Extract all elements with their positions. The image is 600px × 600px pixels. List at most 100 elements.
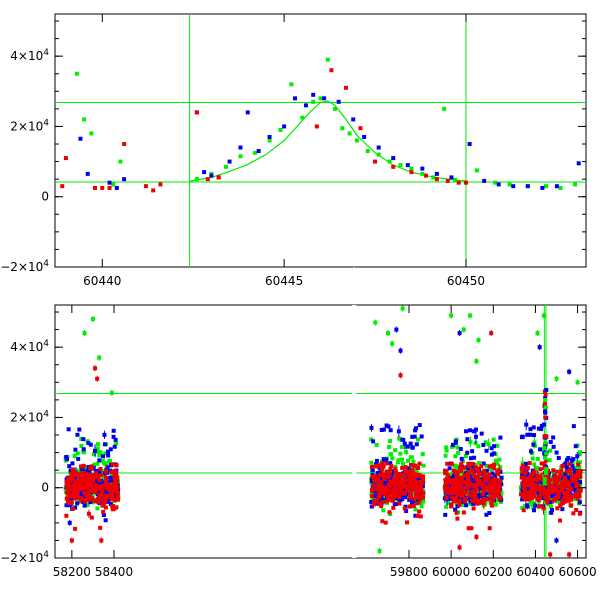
data-point-green [413, 507, 418, 512]
data-point-red [104, 475, 109, 480]
data-point-blue [209, 173, 214, 178]
data-point-blue [572, 488, 577, 493]
y-tick-label: 0 [41, 481, 49, 495]
data-point-red [467, 493, 472, 498]
data-point-blue [369, 425, 374, 430]
data-point-blue [470, 486, 475, 491]
data-point-blue [448, 484, 453, 489]
data-point-blue [496, 182, 501, 187]
data-point-green [373, 320, 378, 325]
data-point-red [570, 476, 575, 481]
data-point-red [392, 484, 397, 489]
data-point-red [70, 506, 75, 511]
data-point-green [97, 355, 102, 360]
data-point-blue [499, 475, 504, 480]
data-point-blue [543, 409, 548, 414]
data-point-blue [577, 500, 582, 505]
data-point-red [114, 481, 119, 486]
data-point-red [410, 487, 415, 492]
data-point-green [477, 461, 482, 466]
data-point-red [558, 472, 563, 477]
data-point-blue [575, 454, 580, 459]
data-point-green [577, 465, 582, 470]
data-point-blue [570, 464, 575, 469]
data-point-blue [108, 502, 113, 507]
data-point-blue [202, 170, 207, 175]
data-point-red [115, 492, 120, 497]
data-point-red [562, 478, 567, 483]
data-point-red [446, 477, 451, 482]
data-point-red [107, 185, 112, 190]
data-point-blue [519, 435, 524, 440]
data-point-red [474, 487, 479, 492]
data-point-green [81, 449, 86, 454]
data-point-green [468, 501, 473, 506]
data-point-red [412, 464, 417, 469]
data-point-red [72, 493, 77, 498]
data-point-red [419, 487, 424, 492]
data-point-blue [453, 507, 458, 512]
data-point-blue [490, 471, 495, 476]
data-point-red [489, 494, 494, 499]
data-point-green [532, 440, 537, 445]
data-point-blue [412, 434, 417, 439]
data-point-red [407, 475, 412, 480]
x-tick-label: 60445 [265, 274, 303, 288]
data-point-blue [101, 513, 106, 518]
data-point-blue [551, 444, 556, 449]
data-point-green [376, 152, 381, 157]
data-point-green [570, 461, 575, 466]
data-point-blue [111, 434, 116, 439]
data-point-blue [381, 427, 386, 432]
data-point-red [106, 486, 111, 491]
data-point-blue [114, 185, 119, 190]
data-point-blue [465, 437, 470, 442]
data-point-green [523, 504, 528, 509]
data-point-green [381, 508, 386, 513]
data-point-red [71, 469, 76, 474]
data-point-green [443, 493, 448, 498]
data-point-blue [544, 387, 549, 392]
data-point-blue [450, 442, 455, 447]
data-point-red [113, 498, 118, 503]
data-point-blue [410, 445, 415, 450]
data-point-green [543, 471, 548, 476]
data-point-red [544, 434, 549, 439]
data-point-red [495, 490, 500, 495]
data-point-red [216, 175, 221, 180]
data-point-blue [570, 466, 575, 471]
data-point-blue [571, 424, 576, 429]
data-point-red [541, 489, 546, 494]
data-point-blue [93, 448, 98, 453]
data-point-blue [533, 503, 538, 508]
data-point-red [377, 487, 382, 492]
data-point-red [525, 465, 530, 470]
y-tick-label: 2×104 [10, 409, 49, 424]
data-point-green [400, 306, 405, 311]
data-point-red [421, 491, 426, 496]
data-point-red [578, 474, 583, 479]
data-point-green [278, 127, 283, 132]
data-point-blue [81, 500, 86, 505]
data-point-green [476, 444, 481, 449]
data-point-red [394, 491, 399, 496]
data-point-red [573, 476, 578, 481]
data-point-blue [417, 423, 422, 428]
data-point-red [536, 497, 541, 502]
data-point-red [416, 492, 421, 497]
data-point-red [386, 498, 391, 503]
data-point-blue [528, 427, 533, 432]
data-point-blue [481, 461, 486, 466]
data-point-red [471, 461, 476, 466]
data-point-green [419, 504, 424, 509]
data-point-blue [465, 450, 470, 455]
data-point-red [68, 487, 73, 492]
data-point-red [519, 466, 524, 471]
data-point-red [565, 489, 570, 494]
data-point-red [556, 475, 561, 480]
data-point-red [568, 467, 573, 472]
data-point-blue [498, 435, 503, 440]
y-tick-label: 4×104 [10, 339, 49, 354]
data-point-green [558, 185, 563, 190]
data-point-red [87, 479, 92, 484]
